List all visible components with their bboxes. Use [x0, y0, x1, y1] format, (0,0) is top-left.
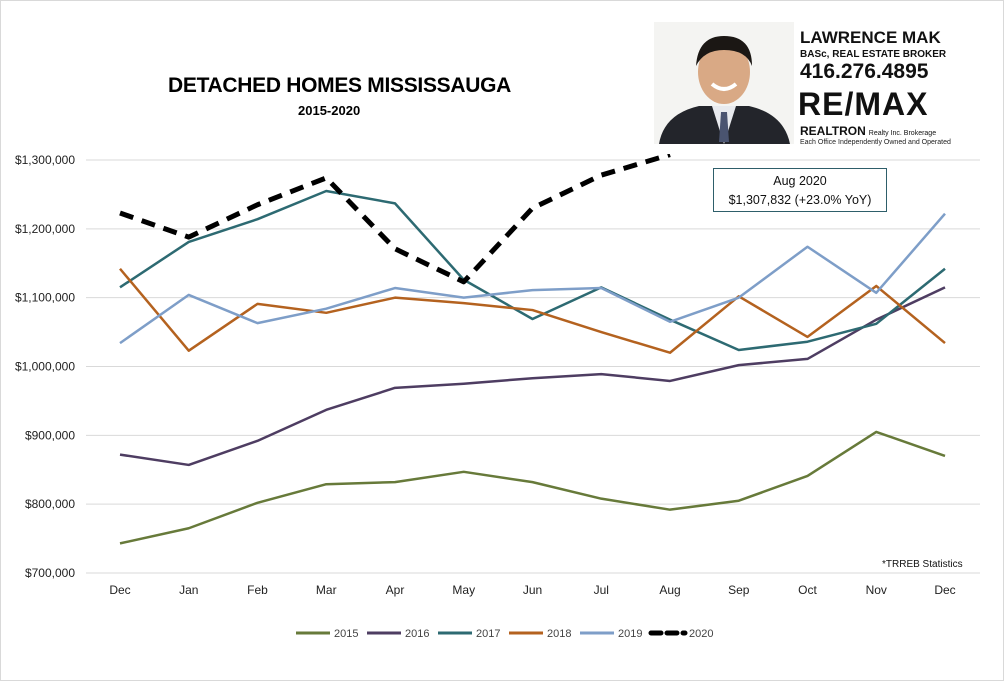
brokerage-label: REALTRON: [800, 124, 866, 138]
chart-subtitle: 2015-2020: [298, 103, 361, 118]
annotation-line2: $1,307,832 (+23.0% YoY): [728, 193, 872, 207]
x-tick-label: Mar: [316, 583, 337, 597]
y-tick-label: $1,200,000: [15, 222, 75, 236]
agent-phone: 416.276.4895: [800, 60, 929, 83]
legend-label-2016: 2016: [405, 628, 429, 640]
x-tick-label: Sep: [728, 583, 750, 597]
source-note: *TRREB Statistics: [882, 559, 963, 570]
legend-label-2019: 2019: [618, 628, 642, 640]
legend-label-2020: 2020: [689, 628, 713, 640]
series-line-2019: [119, 212, 946, 345]
series-line-2018: [119, 267, 946, 354]
x-tick-label: Feb: [247, 583, 268, 597]
chart-title: DETACHED HOMES MISSISSAUGA: [168, 74, 512, 97]
series-line-2016: [119, 286, 946, 467]
series-line-2015: [119, 430, 946, 545]
x-tick-label: Apr: [386, 583, 405, 597]
x-tick-label: Jun: [523, 583, 542, 597]
y-tick-label: $1,000,000: [15, 360, 75, 374]
y-tick-label: $700,000: [25, 566, 75, 580]
y-tick-label: $800,000: [25, 497, 75, 511]
brokerage-suffix: Realty Inc. Brokerage: [868, 130, 937, 137]
brokerage-tagline: Each Office Independently Owned and Oper…: [800, 139, 951, 146]
agent-credentials: BASc, REAL ESTATE BROKER: [800, 49, 947, 60]
x-tick-label: Jul: [594, 583, 609, 597]
annotation-callout: Aug 2020 $1,307,832 (+23.0% YoY): [713, 168, 887, 212]
x-tick-label: Aug: [659, 583, 680, 597]
series-line-2020: [119, 152, 671, 285]
x-tick-label: Dec: [109, 583, 130, 597]
annotation-line1: Aug 2020: [773, 174, 827, 188]
x-tick-label: Jan: [179, 583, 198, 597]
x-tick-label: Dec: [934, 583, 955, 597]
legend-label-2018: 2018: [547, 628, 571, 640]
y-tick-label: $900,000: [25, 428, 75, 442]
legend-label-2017: 2017: [476, 628, 500, 640]
agent-photo: [654, 22, 794, 144]
agent-name: LAWRENCE MAK: [800, 28, 941, 47]
y-tick-label: $1,100,000: [15, 291, 75, 305]
x-tick-label: May: [452, 583, 475, 597]
legend-label-2015: 2015: [334, 628, 358, 640]
x-tick-label: Oct: [798, 583, 817, 597]
agent-branding: LAWRENCE MAK BASc, REAL ESTATE BROKER 41…: [648, 2, 960, 154]
y-tick-label: $1,300,000: [15, 153, 75, 167]
brokerage-name: REALTRON Realty Inc. Brokerage: [800, 124, 936, 138]
series-line-2017: [119, 189, 946, 352]
remax-logo: RE/MAX: [798, 86, 929, 122]
x-tick-label: Nov: [866, 583, 887, 597]
